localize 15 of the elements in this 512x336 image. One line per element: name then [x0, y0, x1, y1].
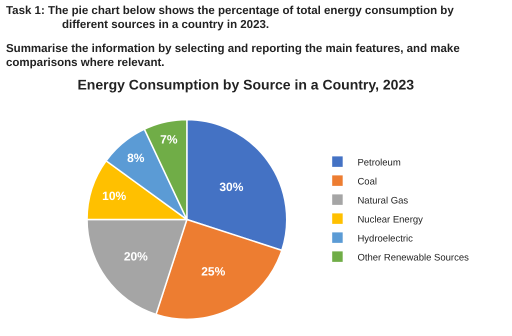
- legend-label: Natural Gas: [357, 195, 408, 206]
- data-label: 20%: [124, 249, 148, 264]
- legend-label: Other Renewable Sources: [357, 252, 470, 264]
- legend-label: Hydroelectric: [357, 233, 414, 244]
- data-label: 10%: [102, 188, 127, 203]
- data-label: 30%: [219, 180, 244, 194]
- text: Summarise the information by selecting and reporting the main features, and make comparisons where relevant.: [6, 42, 461, 70]
- data-label: 8%: [127, 150, 145, 165]
- legend-label: Coal: [357, 176, 377, 188]
- data-label: 25%: [201, 264, 226, 279]
- text: Task 1: The pie chart below shows the percentage of total energy consumption by different sources in a country in 2023.: [6, 4, 455, 32]
- data-label: 7%: [160, 132, 178, 147]
- chart-title: Energy Consumption by Source in a Country, 2023: [77, 76, 414, 93]
- legend-label: Nuclear Energy: [357, 214, 424, 226]
- legend-label: Petroleum: [357, 157, 401, 168]
